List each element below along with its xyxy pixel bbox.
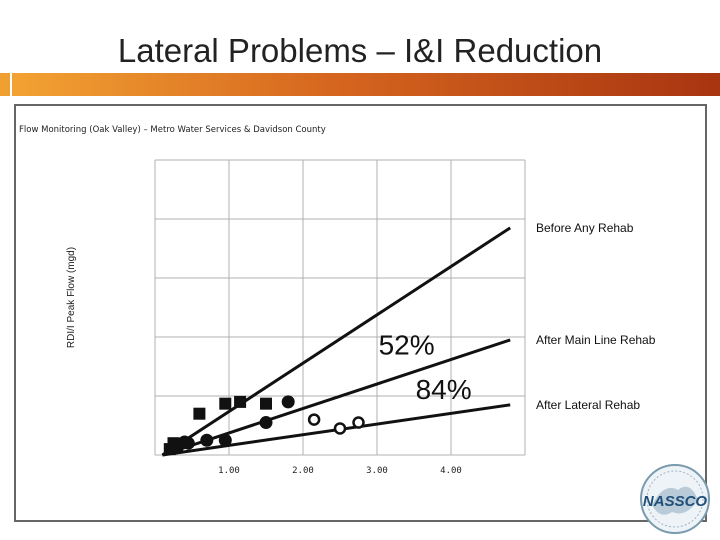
trend-line xyxy=(161,338,511,457)
data-point-open-circle xyxy=(352,416,365,429)
data-point-open-circle xyxy=(333,422,347,435)
data-point-square xyxy=(260,397,272,410)
x-tick-label: 2.00 xyxy=(292,466,314,476)
panel-caption: Flow Monitoring (Oak Valley) – Metro Wat… xyxy=(19,125,326,135)
data-point-circle xyxy=(200,433,214,447)
data-point-square xyxy=(234,395,247,408)
chart-panel xyxy=(14,104,707,522)
data-point-circle xyxy=(181,436,195,450)
trend-line xyxy=(161,226,512,457)
reduction-annotation: 84% xyxy=(416,374,472,405)
svg-text:NASSCO: NASSCO xyxy=(643,493,708,510)
nassco-logo: NASSCO xyxy=(640,464,710,534)
x-tick-label: 3.00 xyxy=(366,466,388,476)
data-point-circle xyxy=(281,395,295,409)
series-label: Before Any Rehab xyxy=(536,221,634,235)
data-point-circle xyxy=(218,433,232,447)
data-point-open-circle xyxy=(307,413,321,426)
data-point-square xyxy=(193,407,206,420)
data-point-circle xyxy=(259,416,273,430)
title-accent-square xyxy=(0,73,10,96)
series-label: After Main Line Rehab xyxy=(536,333,656,347)
slide-title: Lateral Problems – I&I Reduction xyxy=(117,32,603,69)
title-accent-bar xyxy=(12,73,720,96)
x-tick-label: 1.00 xyxy=(218,466,240,476)
series-label: After Lateral Rehab xyxy=(536,398,640,412)
reduction-annotation: 52% xyxy=(379,330,435,361)
y-axis-label: RDI/I Peak Flow (mgd) xyxy=(66,247,77,348)
x-tick-label: 4.00 xyxy=(440,466,462,476)
data-point-square xyxy=(219,397,232,410)
